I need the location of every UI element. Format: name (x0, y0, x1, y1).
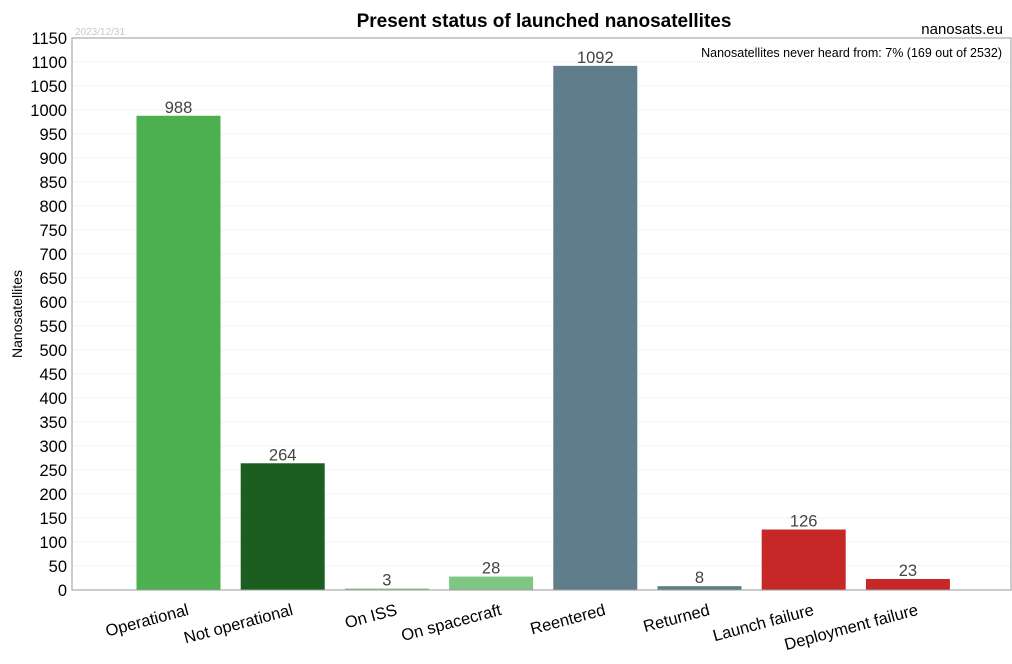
y-tick-label: 500 (39, 342, 67, 360)
data-label: 23 (899, 562, 917, 580)
y-tick-label: 150 (39, 510, 67, 528)
bar (240, 463, 325, 590)
data-label: 264 (269, 446, 297, 464)
bar (761, 529, 846, 590)
y-tick-label: 1100 (32, 54, 67, 72)
y-tick-label: 750 (39, 222, 67, 240)
bar (865, 578, 950, 590)
y-tick-label: 700 (39, 246, 67, 264)
y-tick-label: 100 (39, 534, 67, 552)
y-tick-label: 400 (39, 390, 67, 408)
bar (657, 586, 742, 590)
grid-lines (72, 61, 1011, 567)
y-tick-label: 650 (39, 270, 67, 288)
y-tick-labels: 0 50 100 150 200 250 300 350 400 450 500 550 600 650 7… (30, 30, 67, 600)
y-tick-label: 850 (39, 174, 67, 192)
bar (344, 588, 429, 590)
date-stamp: 2023/12/31 (75, 27, 125, 38)
plot-border (71, 37, 1012, 591)
data-label: 3 (382, 572, 391, 590)
x-tick-label: On spacecraft (399, 601, 503, 645)
y-tick-label: 900 (39, 150, 67, 168)
x-tick-label: Returned (641, 601, 711, 636)
x-tick-label: Operational (104, 601, 191, 640)
bar (449, 576, 534, 590)
data-label: 8 (695, 569, 704, 587)
y-tick-label: 1000 (30, 102, 67, 120)
bar (136, 115, 221, 590)
data-label: 126 (790, 513, 818, 531)
data-labels: 988 264 3 28 1092 8 126 23 (165, 49, 917, 590)
y-tick-label: 50 (49, 558, 67, 576)
y-tick-label: 450 (39, 366, 67, 384)
data-label: 988 (165, 99, 193, 117)
chart-title: Present status of launched nanosatellite… (357, 11, 732, 32)
x-tick-label: Not operational (182, 601, 295, 647)
y-tick-label: 250 (39, 462, 67, 480)
x-tick-label: On ISS (343, 601, 399, 632)
y-tick-label: 1150 (32, 30, 67, 48)
y-tick-label: 1050 (30, 78, 67, 96)
y-tick-label: 0 (58, 582, 67, 600)
data-label: 28 (482, 560, 500, 578)
bars (136, 65, 950, 591)
y-tick-label: 550 (39, 318, 67, 336)
y-tick-label: 350 (39, 414, 67, 432)
bar (553, 65, 638, 591)
y-axis-label: Nanosatellites (9, 270, 25, 358)
source-label: nanosats.eu (921, 21, 1003, 38)
y-tick-label: 200 (39, 486, 67, 504)
y-tick-label: 600 (39, 294, 67, 312)
y-tick-label: 800 (39, 198, 67, 216)
x-tick-label: Reentered (528, 601, 607, 638)
y-tick-label: 300 (39, 438, 67, 456)
never-heard-note: Nanosatellites never heard from: 7% (169… (701, 46, 1002, 60)
data-label: 1092 (577, 49, 614, 67)
y-tick-label: 950 (39, 126, 67, 144)
